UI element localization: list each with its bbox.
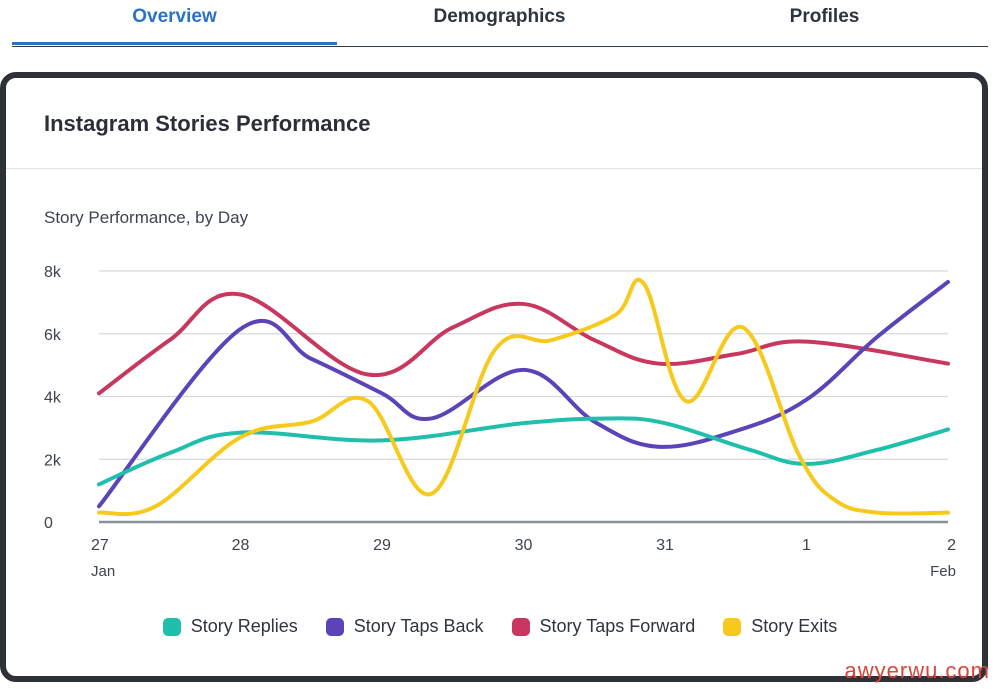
legend-label: Story Taps Forward (539, 616, 696, 636)
chart-card: Instagram Stories Performance Story Perf… (0, 72, 988, 682)
x-tick-label: 28 (232, 537, 250, 554)
series-line-story-replies (97, 416, 950, 487)
tab-demographics[interactable]: Demographics (433, 6, 566, 27)
x-tick-label: 29 (373, 537, 391, 554)
x-tick-sublabel: Jan (91, 563, 115, 580)
active-tab-indicator (12, 42, 337, 45)
legend-swatch (325, 617, 344, 636)
legend-label: Story Exits (751, 616, 838, 636)
x-tick-label: 2 (947, 537, 956, 554)
tab-bar: Overview Demographics Profiles (12, 0, 988, 47)
y-tick-label: 4k (44, 390, 62, 407)
legend-item[interactable]: Story Replies (162, 616, 298, 637)
legend-label: Story Taps Back (353, 616, 484, 636)
line-chart: 0 2k 4k 6k 8k 27 Jan 28 29 30 31 1 2 Feb (44, 264, 956, 580)
legend-item[interactable]: Story Taps Forward (511, 616, 696, 637)
x-tick-label: 31 (656, 537, 674, 554)
y-tick-label: 6k (44, 327, 62, 344)
series-line-story-taps-back (97, 279, 950, 509)
legend-item[interactable]: Story Taps Back (325, 616, 484, 637)
legend-swatch (723, 617, 742, 636)
card-title: Instagram Stories Performance (44, 111, 371, 136)
tab-overview[interactable]: Overview (132, 6, 217, 27)
y-tick-label: 8k (44, 264, 62, 281)
x-tick-label: 30 (515, 537, 533, 554)
x-tick-label: 1 (802, 537, 811, 554)
chart-legend: Story Replies Story Taps Back Story Taps F… (6, 616, 982, 637)
x-tick-label: 27 (91, 537, 109, 554)
chart-title: Story Performance, by Day (44, 208, 249, 227)
legend-item[interactable]: Story Exits (723, 616, 837, 637)
watermark: awyerwu.com (844, 658, 990, 683)
tab-profiles[interactable]: Profiles (789, 6, 860, 27)
x-tick-sublabel: Feb (930, 563, 956, 580)
legend-swatch (511, 617, 530, 636)
legend-swatch (162, 617, 181, 636)
series-line-story-taps-forward (97, 291, 950, 396)
y-tick-label: 2k (44, 452, 62, 469)
card-header: Instagram Stories Performance (6, 78, 982, 169)
y-tick-label: 0 (44, 515, 53, 532)
series-line-story-exits (97, 278, 950, 517)
legend-label: Story Replies (190, 616, 298, 636)
